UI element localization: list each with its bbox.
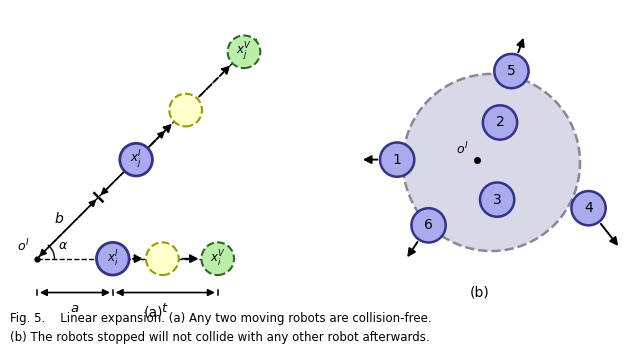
Circle shape [202, 243, 234, 275]
Text: Fig. 5.    Linear expansion. (a) Any two moving robots are collision-free.: Fig. 5. Linear expansion. (a) Any two mo… [10, 312, 431, 325]
Text: $x_i^I$: $x_i^I$ [107, 249, 119, 269]
Circle shape [412, 208, 445, 243]
Text: 2: 2 [495, 116, 504, 129]
Circle shape [97, 243, 129, 275]
Text: 6: 6 [424, 218, 433, 232]
Text: (b) The robots stopped will not collide with any other robot afterwards.: (b) The robots stopped will not collide … [10, 331, 429, 344]
Circle shape [146, 243, 179, 275]
Text: $o^I$: $o^I$ [456, 141, 468, 157]
Text: $x_j^V$: $x_j^V$ [236, 41, 252, 63]
Text: (a): (a) [144, 305, 163, 319]
Circle shape [572, 191, 605, 225]
Circle shape [228, 35, 260, 68]
Circle shape [380, 143, 414, 177]
Text: $x_j^I$: $x_j^I$ [130, 149, 142, 171]
Text: $t$: $t$ [120, 147, 127, 161]
Text: $x_i^V$: $x_i^V$ [210, 249, 226, 269]
Circle shape [494, 54, 529, 88]
Text: $a$: $a$ [70, 303, 79, 315]
Text: $b$: $b$ [54, 211, 64, 227]
Text: (b): (b) [470, 285, 490, 299]
Circle shape [170, 94, 202, 126]
Text: 1: 1 [393, 153, 401, 167]
Circle shape [120, 143, 152, 176]
Text: $t$: $t$ [161, 303, 169, 315]
Text: 5: 5 [507, 64, 516, 78]
Text: 4: 4 [584, 201, 593, 215]
Text: $o^I$: $o^I$ [17, 237, 30, 254]
Text: $\alpha$: $\alpha$ [58, 239, 68, 253]
Circle shape [403, 74, 580, 251]
Circle shape [483, 105, 517, 139]
Text: 3: 3 [493, 193, 502, 206]
Circle shape [480, 183, 515, 217]
